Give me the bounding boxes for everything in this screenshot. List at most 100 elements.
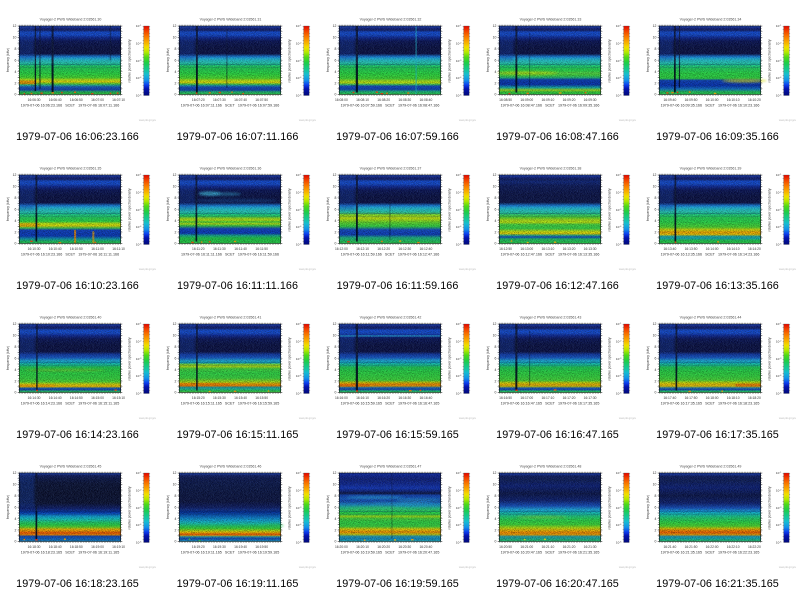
svg-text:16:14:50: 16:14:50 — [70, 396, 83, 400]
svg-text:16:09:20: 16:09:20 — [563, 98, 576, 102]
svg-text:2: 2 — [15, 230, 17, 234]
svg-text:8: 8 — [15, 345, 17, 349]
svg-text:10-1: 10-1 — [776, 322, 782, 326]
svg-text:relative power spectral densit: relative power spectral density — [288, 188, 292, 231]
svg-text:2: 2 — [335, 379, 337, 383]
svg-text:10-1: 10-1 — [296, 24, 302, 28]
svg-text:0: 0 — [495, 391, 497, 395]
svg-text:12: 12 — [653, 471, 657, 475]
svg-text:16:19:50: 16:19:50 — [255, 545, 268, 549]
svg-text:16:20:40: 16:20:40 — [419, 545, 432, 549]
svg-text:16:08:40: 16:08:40 — [419, 98, 432, 102]
svg-text:10-2: 10-2 — [136, 340, 142, 344]
svg-text:0: 0 — [495, 242, 497, 246]
svg-text:6: 6 — [15, 506, 17, 510]
svg-text:10-2: 10-2 — [776, 489, 782, 493]
svg-text:frequency (kHz): frequency (kHz) — [486, 197, 490, 221]
svg-text:10-1: 10-1 — [136, 173, 142, 177]
svg-text:10-3: 10-3 — [136, 208, 142, 212]
svg-text:10-3: 10-3 — [136, 357, 142, 361]
svg-text:relative power spectral densit: relative power spectral density — [128, 188, 132, 231]
svg-text:frequency (kHz): frequency (kHz) — [486, 495, 490, 519]
svg-text:www.pds.jpl.gov: www.pds.jpl.gov — [299, 119, 317, 122]
svg-text:10-3: 10-3 — [296, 357, 302, 361]
svg-text:1979-07-06 16:19:59.165 SCET: 1979-07-06 16:19:59.165 SCET 1979-07-06 … — [341, 550, 440, 554]
svg-text:16:18:50: 16:18:50 — [70, 545, 83, 549]
svg-text:10: 10 — [173, 36, 177, 40]
svg-text:0: 0 — [335, 93, 337, 97]
svg-text:16:13:20: 16:13:20 — [563, 247, 576, 251]
svg-text:16:18:10: 16:18:10 — [727, 396, 740, 400]
svg-text:16:20:10: 16:20:10 — [356, 545, 369, 549]
svg-text:0: 0 — [655, 540, 657, 544]
svg-text:10-2: 10-2 — [296, 42, 302, 46]
svg-text:relative power spectral densit: relative power spectral density — [768, 337, 772, 380]
svg-text:12: 12 — [173, 173, 177, 177]
svg-text:frequency (kHz): frequency (kHz) — [646, 495, 650, 519]
svg-text:Voyager-2 PWS Wideband 2:03561: Voyager-2 PWS Wideband 2:03561.49 — [680, 465, 742, 469]
svg-text:8: 8 — [495, 196, 497, 200]
svg-text:16:17:00: 16:17:00 — [520, 396, 533, 400]
svg-text:16:07:00: 16:07:00 — [91, 98, 104, 102]
svg-text:10-5: 10-5 — [616, 541, 622, 545]
svg-text:10-1: 10-1 — [776, 173, 782, 177]
svg-text:2: 2 — [335, 81, 337, 85]
svg-text:16:17:30: 16:17:30 — [584, 396, 597, 400]
svg-text:Voyager-2 PWS Wideband 2:03561: Voyager-2 PWS Wideband 2:03561.38 — [520, 167, 582, 171]
svg-text:16:21:50: 16:21:50 — [685, 545, 698, 549]
svg-text:2: 2 — [495, 230, 497, 234]
svg-text:8: 8 — [655, 196, 657, 200]
svg-text:1979-07-06 16:20:47.165 SCET: 1979-07-06 16:20:47.165 SCET 1979-07-06 … — [501, 550, 600, 554]
svg-text:1979-07-06 16:10:23.166 SCET: 1979-07-06 16:10:23.166 SCET 1979-07-06 … — [21, 252, 119, 256]
svg-text:4: 4 — [175, 70, 177, 74]
svg-text:6: 6 — [495, 506, 497, 510]
svg-text:10-1: 10-1 — [296, 322, 302, 326]
svg-text:16:08:30: 16:08:30 — [398, 98, 411, 102]
svg-text:16:11:10: 16:11:10 — [112, 247, 125, 251]
svg-text:www.pds.jpl.gov: www.pds.jpl.gov — [619, 566, 637, 569]
svg-text:16:12:40: 16:12:40 — [419, 247, 432, 251]
svg-text:10-4: 10-4 — [296, 523, 302, 527]
svg-text:16:10:20: 16:10:20 — [748, 98, 761, 102]
svg-text:4: 4 — [495, 70, 497, 74]
svg-text:www.pds.jpl.gov: www.pds.jpl.gov — [299, 268, 317, 271]
svg-text:0: 0 — [15, 93, 17, 97]
svg-text:8: 8 — [495, 345, 497, 349]
svg-text:16:10:40: 16:10:40 — [49, 247, 62, 251]
svg-text:Voyager-2 PWS Wideband 2:03561: Voyager-2 PWS Wideband 2:03561.44 — [680, 316, 742, 320]
svg-text:4: 4 — [15, 517, 17, 521]
svg-text:10-2: 10-2 — [776, 340, 782, 344]
svg-text:10-2: 10-2 — [456, 191, 462, 195]
svg-text:Voyager-2 PWS Wideband 2:03561: Voyager-2 PWS Wideband 2:03561.41 — [200, 316, 262, 320]
svg-text:10-2: 10-2 — [296, 340, 302, 344]
svg-text:10: 10 — [333, 334, 337, 338]
svg-text:2: 2 — [495, 81, 497, 85]
svg-text:10-5: 10-5 — [456, 94, 462, 98]
svg-text:4: 4 — [335, 368, 337, 372]
svg-text:1979-07-06 16:15:59.165 SCET: 1979-07-06 16:15:59.165 SCET 1979-07-06 … — [341, 401, 440, 405]
svg-text:10: 10 — [13, 334, 17, 338]
svg-text:10-1: 10-1 — [136, 322, 142, 326]
svg-text:10-4: 10-4 — [776, 76, 782, 80]
svg-text:10: 10 — [653, 334, 657, 338]
svg-text:10-4: 10-4 — [136, 225, 142, 229]
svg-text:12: 12 — [13, 24, 17, 28]
svg-text:6: 6 — [495, 59, 497, 63]
svg-text:12: 12 — [333, 24, 337, 28]
svg-text:16:10:00: 16:10:00 — [706, 98, 719, 102]
svg-text:2: 2 — [15, 81, 17, 85]
svg-text:relative power spectral densit: relative power spectral density — [288, 39, 292, 82]
svg-text:10: 10 — [173, 334, 177, 338]
svg-text:2: 2 — [655, 230, 657, 234]
svg-text:10-5: 10-5 — [136, 541, 142, 545]
svg-text:relative power spectral densit: relative power spectral density — [768, 188, 772, 231]
svg-text:16:14:40: 16:14:40 — [49, 396, 62, 400]
svg-text:1979-07-06 16:13:35.166 SCET: 1979-07-06 16:13:35.166 SCET 1979-07-06 … — [661, 252, 760, 256]
svg-text:16:07:20: 16:07:20 — [192, 98, 205, 102]
svg-text:www.pds.jpl.gov: www.pds.jpl.gov — [459, 417, 477, 420]
svg-text:12: 12 — [173, 322, 177, 326]
svg-text:Voyager-2 PWS Wideband 2:03561: Voyager-2 PWS Wideband 2:03561.30 — [40, 18, 102, 22]
svg-text:10-3: 10-3 — [456, 208, 462, 212]
svg-text:10-4: 10-4 — [136, 374, 142, 378]
svg-text:10-5: 10-5 — [136, 243, 142, 247]
